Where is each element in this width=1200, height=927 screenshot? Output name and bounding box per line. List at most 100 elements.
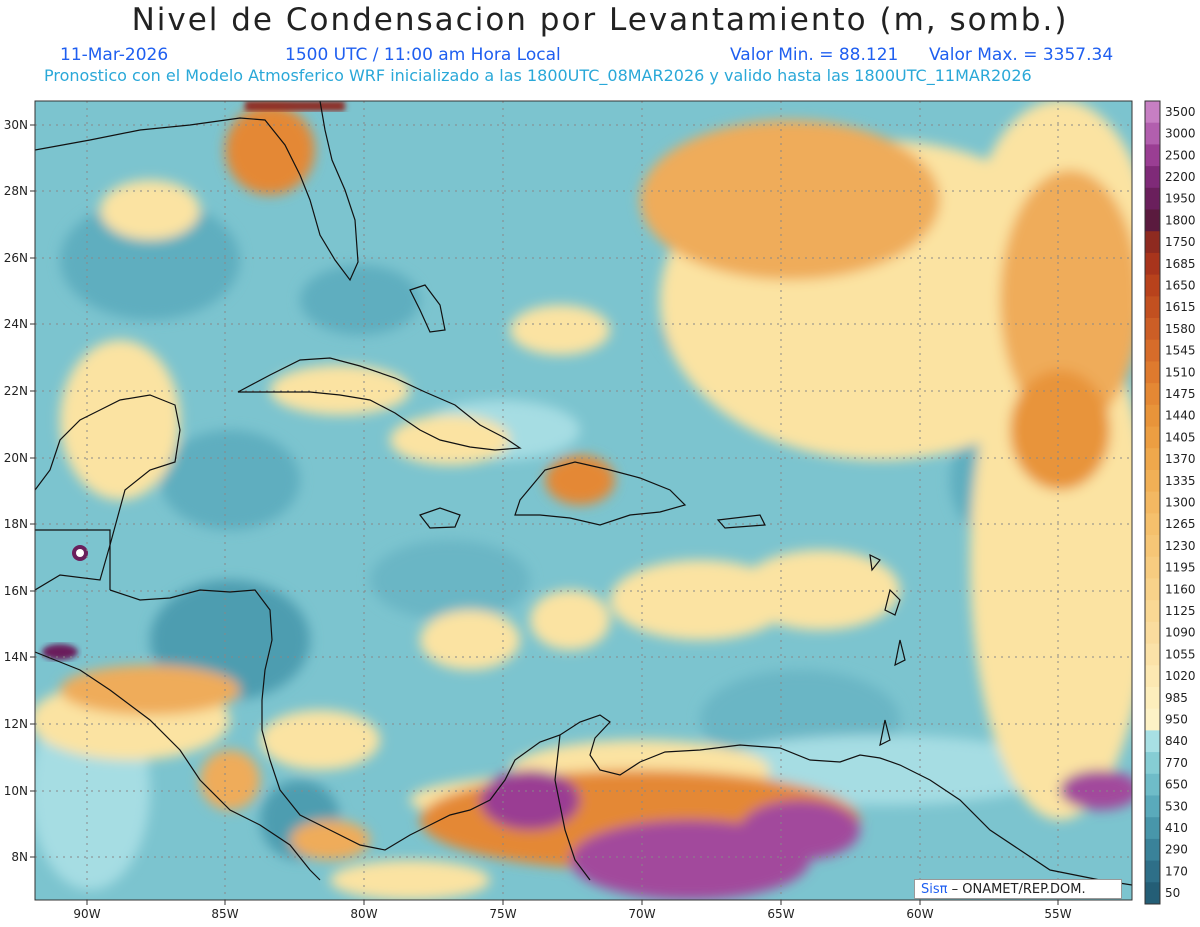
colorbar-swatch xyxy=(1145,686,1160,710)
lat-label: 28N xyxy=(4,184,28,198)
colorbar-label: 170 xyxy=(1165,864,1188,878)
colorbar-label: 1475 xyxy=(1165,387,1196,401)
colorbar-label: 950 xyxy=(1165,713,1188,727)
colorbar-swatch xyxy=(1145,187,1160,211)
max-value: Valor Max. = 3357.34 xyxy=(929,45,1114,65)
colorbar-swatch xyxy=(1145,795,1160,818)
min-value: Valor Min. = 88.121 xyxy=(730,45,899,65)
colorbar-swatch xyxy=(1145,318,1160,341)
colorbar-frame xyxy=(1144,100,1161,905)
lon-label: 55W xyxy=(1044,907,1071,921)
colorbar-label: 1160 xyxy=(1165,582,1196,596)
colorbar-label: 1510 xyxy=(1165,365,1196,379)
lon-label: 85W xyxy=(211,907,238,921)
colorbar-label: 1195 xyxy=(1165,561,1196,575)
colorbar-swatch xyxy=(1145,101,1160,124)
colorbar-label: 1125 xyxy=(1165,604,1196,618)
colorbar-swatch xyxy=(1145,339,1160,362)
colorbar-swatch xyxy=(1145,491,1160,514)
colorbar-swatch xyxy=(1145,361,1160,384)
colorbar-swatch xyxy=(1145,252,1160,276)
colorbar-swatch xyxy=(1145,643,1160,666)
colorbar-label: 410 xyxy=(1165,821,1188,835)
colorbar-label: 1055 xyxy=(1165,647,1196,661)
lat-label: 24N xyxy=(4,317,28,331)
colorbar-label: 985 xyxy=(1165,691,1188,705)
colorbar-label: 1265 xyxy=(1165,517,1196,531)
colorbar-swatch xyxy=(1145,144,1160,167)
colorbar-swatch xyxy=(1145,209,1160,232)
colorbar-label: 770 xyxy=(1165,756,1188,770)
colorbar-label: 3500 xyxy=(1165,105,1196,119)
colorbar-swatch xyxy=(1145,730,1160,753)
colorbar: 3500 3000 2500 2200 1950 1800 1750 1685 1650 1615… xyxy=(1144,100,1196,905)
lat-label: 30N xyxy=(4,118,28,132)
colorbar-swatch xyxy=(1145,404,1160,428)
colorbar-swatch xyxy=(1145,535,1160,558)
lon-label: 90W xyxy=(73,907,100,921)
colorbar-label: 650 xyxy=(1165,778,1188,792)
colorbar-label: 2200 xyxy=(1165,170,1196,184)
colorbar-label: 1335 xyxy=(1165,474,1196,488)
colorbar-label: 1090 xyxy=(1165,626,1196,640)
colorbar-swatch xyxy=(1145,383,1160,406)
colorbar-swatch xyxy=(1145,600,1160,623)
lat-label: 14N xyxy=(4,650,28,664)
colorbar-label: 1800 xyxy=(1165,213,1196,227)
colorbar-label: 290 xyxy=(1165,843,1188,857)
forecast-info: Pronostico con el Modelo Atmosferico WRF… xyxy=(44,66,1032,85)
lon-label: 65W xyxy=(767,907,794,921)
colorbar-label: 1950 xyxy=(1165,192,1196,206)
colorbar-label: 2500 xyxy=(1165,148,1196,162)
colorbar-label: 1580 xyxy=(1165,322,1196,336)
lon-labels: 90W 85W 80W 75W 70W 65W 60W 55W xyxy=(73,907,1071,921)
colorbar-swatch xyxy=(1145,426,1160,449)
colorbar-label: 1545 xyxy=(1165,344,1196,358)
colorbar-label: 3000 xyxy=(1165,127,1196,141)
colorbar-swatch xyxy=(1145,838,1160,862)
colorbar-label: 1615 xyxy=(1165,300,1196,314)
lon-label: 75W xyxy=(489,907,516,921)
colorbar-swatch xyxy=(1145,752,1160,775)
colorbar-label: 1230 xyxy=(1165,539,1196,553)
colorbar-label: 530 xyxy=(1165,799,1188,813)
credit-box: Sisπ – ONAMET/REP.DOM. xyxy=(914,879,1122,899)
colorbar-label: 1650 xyxy=(1165,278,1196,292)
map-title: Nivel de Condensacion por Levantamiento … xyxy=(131,2,1069,38)
colorbar-swatch xyxy=(1145,860,1160,883)
colorbar-swatch xyxy=(1145,274,1160,297)
colorbar-label: 1750 xyxy=(1165,235,1196,249)
shaded-field xyxy=(35,101,1132,900)
colorbar-swatch xyxy=(1145,578,1160,601)
colorbar-swatch xyxy=(1145,665,1160,688)
colorbar-swatch xyxy=(1145,122,1160,145)
axis-ticks xyxy=(30,124,1059,905)
colorbar-label: 1440 xyxy=(1165,409,1196,423)
lat-label: 22N xyxy=(4,384,28,398)
colorbar-swatch xyxy=(1145,882,1160,905)
colorbar-swatch xyxy=(1145,817,1160,840)
lat-label: 26N xyxy=(4,251,28,265)
colorbar-swatch xyxy=(1145,708,1160,731)
colorbar-swatch xyxy=(1145,231,1160,254)
colorbar-label: 1020 xyxy=(1165,669,1196,683)
colorbar-swatch xyxy=(1145,513,1160,536)
colorbar-swatch xyxy=(1145,469,1160,493)
valid-date: 11-Mar-2026 xyxy=(60,45,169,65)
lat-label: 12N xyxy=(4,717,28,731)
colorbar-swatch xyxy=(1145,773,1160,796)
lon-label: 60W xyxy=(906,907,933,921)
colorbar-swatch xyxy=(1145,621,1160,645)
lat-label: 8N xyxy=(11,850,28,864)
lat-label: 18N xyxy=(4,517,28,531)
colorbar-swatch xyxy=(1145,556,1160,579)
colorbar-label: 1685 xyxy=(1165,257,1196,271)
valid-time: 1500 UTC / 11:00 am Hora Local xyxy=(285,45,561,65)
colorbar-label: 1300 xyxy=(1165,496,1196,510)
lon-label: 70W xyxy=(628,907,655,921)
lat-label: 16N xyxy=(4,584,28,598)
lat-label: 20N xyxy=(4,451,28,465)
lat-label: 10N xyxy=(4,784,28,798)
colorbar-label: 50 xyxy=(1165,886,1180,900)
